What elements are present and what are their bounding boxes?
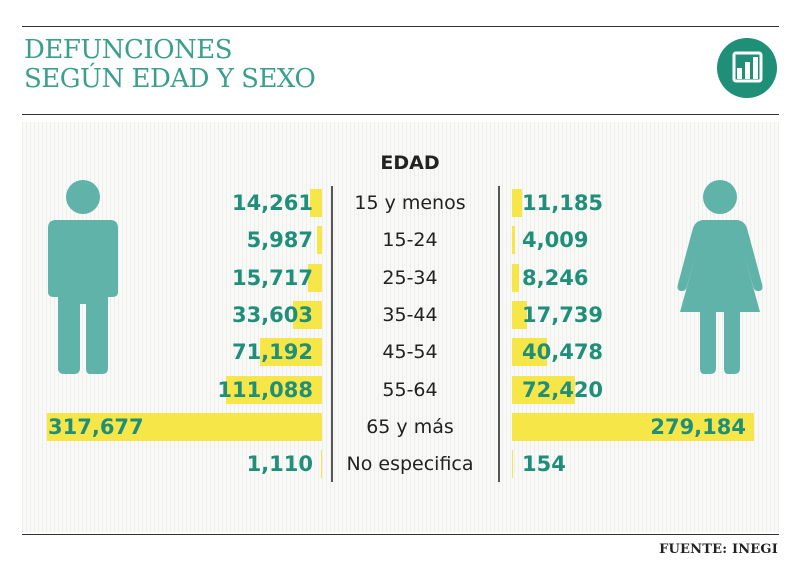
source-note: FUENTE: INEGI: [659, 542, 778, 557]
bar-male: [309, 189, 322, 217]
bar-female: [512, 338, 548, 367]
chart-row: 317,677 65 y más 279,184: [0, 409, 800, 445]
left-divider: [331, 186, 333, 482]
chart-title: DEFUNCIONES SEGÚN EDAD Y SEXO: [24, 35, 316, 94]
bar-male: [47, 412, 322, 441]
age-category-label: 25-34: [382, 266, 438, 289]
bar-chart-icon: [717, 38, 777, 98]
male-value-label: 15,717: [231, 265, 313, 290]
chart-row: 1,110 No especifica 154: [0, 446, 800, 482]
bar-female: [512, 189, 522, 217]
top-rule: [22, 26, 779, 27]
male-value-label: 1,110: [246, 452, 313, 477]
male-value-label: 111,088: [217, 377, 313, 402]
chart-panel: [22, 122, 779, 532]
age-category-label: 55-64: [382, 378, 438, 401]
chart-row: 71,192 45-54 40,478: [0, 334, 800, 370]
title-line-1: DEFUNCIONES: [24, 35, 233, 65]
age-category-label: 65 y más: [366, 415, 454, 438]
header-rule: [22, 114, 779, 115]
age-category-label: No especifica: [346, 453, 474, 476]
bar-male: [292, 300, 322, 329]
female-figure-icon: [677, 180, 763, 374]
female-value-label: 40,478: [522, 340, 604, 365]
bar-female: [512, 300, 528, 329]
female-value-label: 8,246: [522, 265, 589, 290]
female-value-label: 279,184: [650, 414, 746, 439]
title-line-2: SEGÚN EDAD Y SEXO: [24, 64, 316, 94]
male-value-label: 71,192: [231, 340, 313, 365]
male-value-label: 5,987: [246, 228, 313, 253]
female-value-label: 72,420: [522, 377, 604, 402]
female-value-label: 4,009: [522, 228, 589, 253]
bar-female: [512, 450, 513, 479]
female-value-label: 17,739: [522, 302, 604, 327]
right-divider: [498, 186, 500, 482]
chart-row: 14,261 15 y menos 11,185: [0, 185, 800, 221]
bar-male: [308, 263, 322, 292]
chart-row: 111,088 55-64 72,420: [0, 372, 800, 408]
chart-row: 5,987 15-24 4,009: [0, 222, 800, 258]
bar-male: [321, 450, 322, 479]
male-value-label: 14,261: [231, 191, 313, 215]
footer-rule: [22, 534, 779, 535]
bar-female: [512, 263, 520, 292]
chart-row: 33,603 35-44 17,739: [0, 297, 800, 333]
bar-female: [512, 412, 754, 441]
bar-male: [225, 375, 322, 404]
category-header: EDAD: [380, 152, 440, 174]
chart-row: 15,717 25-34 8,246: [0, 260, 800, 296]
bar-female: [512, 226, 516, 255]
bar-female: [512, 375, 575, 404]
age-category-label: 15 y menos: [354, 192, 466, 214]
bar-male: [260, 338, 322, 367]
female-value-label: 11,185: [522, 191, 604, 215]
male-figure-icon: [48, 180, 118, 374]
age-category-label: 15-24: [382, 229, 438, 252]
age-category-label: 35-44: [382, 303, 438, 326]
age-category-label: 45-54: [382, 341, 438, 364]
male-value-label: 33,603: [231, 302, 313, 327]
female-value-label: 154: [522, 452, 566, 477]
bar-male: [316, 226, 322, 255]
male-value-label: 317,677: [48, 414, 144, 439]
